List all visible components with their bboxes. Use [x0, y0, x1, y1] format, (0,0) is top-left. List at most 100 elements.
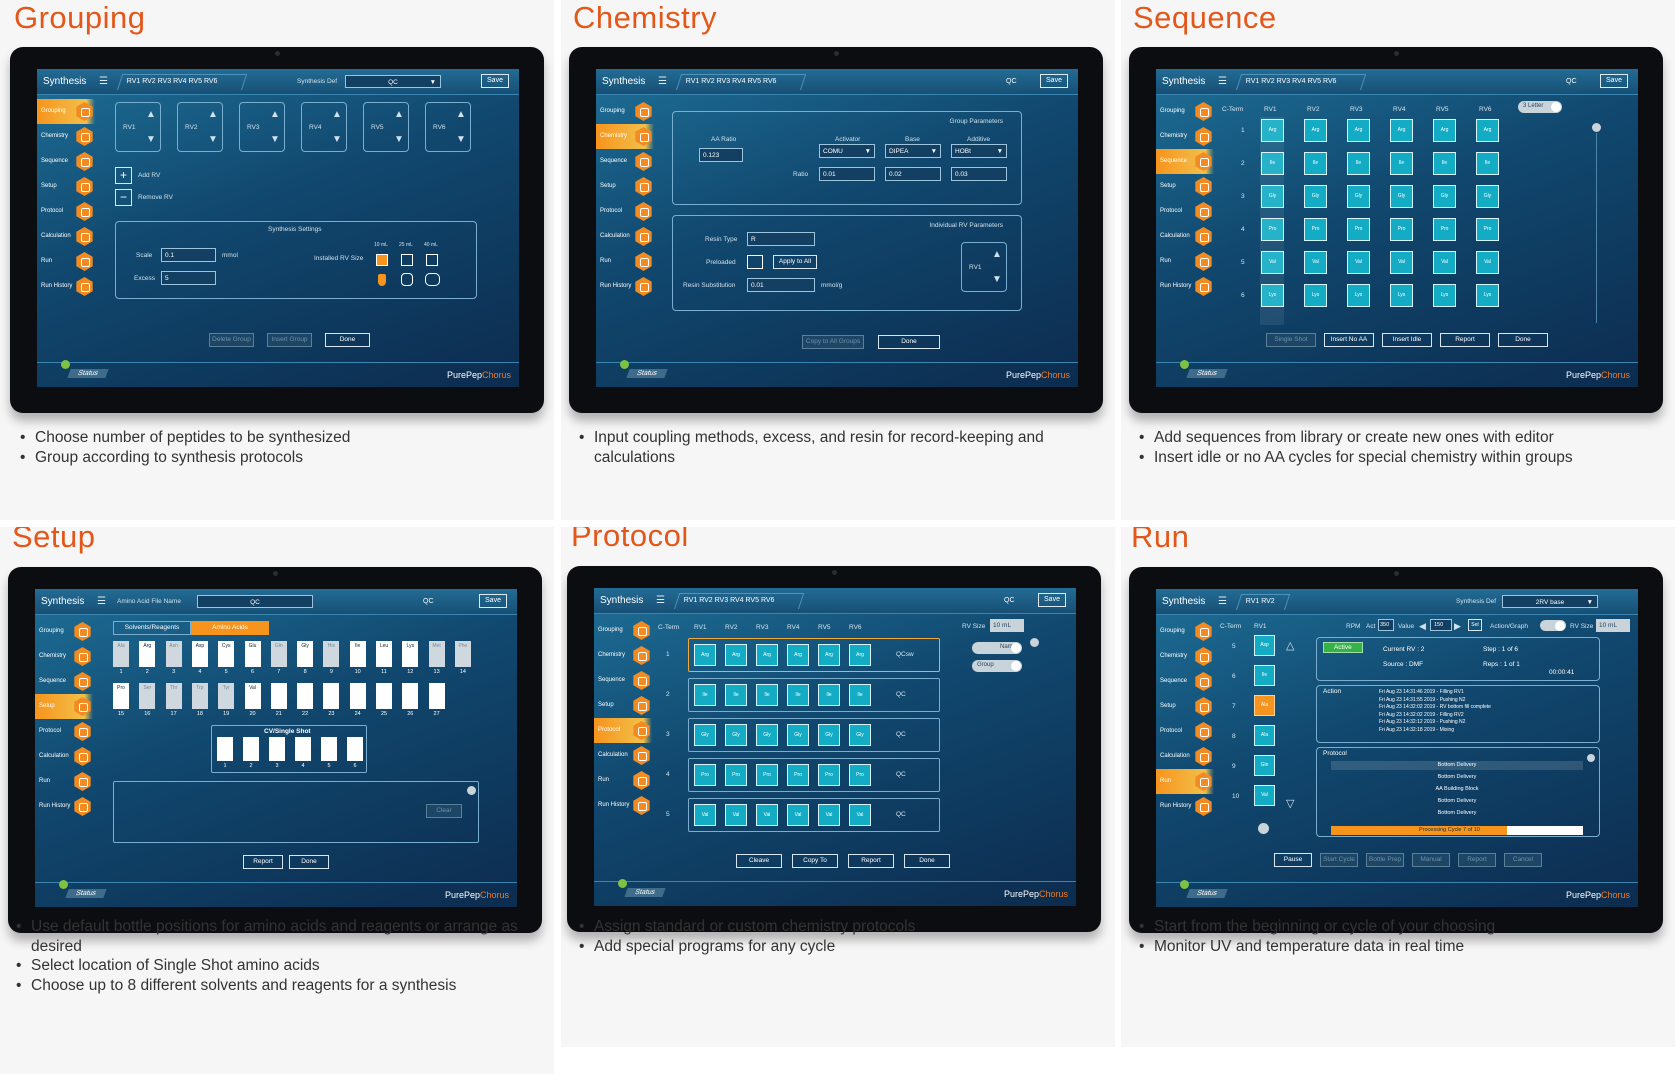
- amino-acid-bottle[interactable]: Ile: [349, 641, 366, 667]
- rv-card[interactable]: RV1 ▲ ▼: [961, 242, 1007, 292]
- cv-bottle[interactable]: [347, 737, 363, 761]
- three-letter-toggle[interactable]: 3 Letter: [1518, 101, 1562, 113]
- amino-acid-cell[interactable]: Lys: [1347, 284, 1370, 307]
- amino-acid-cell[interactable]: Val: [725, 804, 747, 826]
- amino-acid-bottle[interactable]: Lys: [402, 641, 419, 667]
- rv-card[interactable]: RV2 ▲ ▼: [177, 102, 223, 152]
- amino-acid-bottle[interactable]: Asp: [191, 641, 208, 667]
- amino-acid-cell[interactable]: Pro: [1261, 218, 1284, 241]
- nav-run-history[interactable]: Run History: [594, 793, 652, 818]
- rv-tabs[interactable]: RV1 RV2: [1236, 594, 1291, 610]
- protocol-row[interactable]: [688, 718, 940, 752]
- amino-acid-cell[interactable]: Arg: [787, 644, 809, 666]
- cleave-button[interactable]: Cleave: [736, 854, 782, 868]
- nav-run[interactable]: Run: [594, 768, 652, 793]
- additive-select[interactable]: HOBt ▼: [951, 144, 1007, 158]
- status-tab[interactable]: Status: [65, 889, 107, 898]
- amino-acid-cell[interactable]: Pro: [1476, 218, 1499, 241]
- amino-acid-bottle[interactable]: [323, 683, 340, 709]
- single-shot-button[interactable]: Single Shot: [1266, 333, 1316, 347]
- nav-chemistry[interactable]: Chemistry: [594, 643, 652, 668]
- cv-bottle[interactable]: [269, 737, 285, 761]
- amino-acid-cell[interactable]: Gly: [1390, 185, 1413, 208]
- amino-acid-cell[interactable]: Arg: [694, 644, 716, 666]
- scroll-handle[interactable]: [1587, 754, 1595, 762]
- nav-sequence[interactable]: Sequence: [1156, 669, 1214, 694]
- save-button[interactable]: Save: [1038, 593, 1066, 607]
- base-select[interactable]: DIPEA ▼: [885, 144, 941, 158]
- amino-acid-cell[interactable]: Pro: [756, 764, 778, 786]
- size-40-checkbox[interactable]: [426, 254, 438, 266]
- amino-acid-cell[interactable]: Ala: [1254, 695, 1275, 716]
- amino-acid-cell[interactable]: Val: [1390, 251, 1413, 274]
- amino-acid-cell[interactable]: Gly: [756, 724, 778, 746]
- arrow-down-icon[interactable]: ▼: [394, 134, 404, 145]
- amino-acid-cell[interactable]: Gly: [787, 724, 809, 746]
- nav-setup[interactable]: Setup: [37, 174, 95, 199]
- ratio-input[interactable]: 0.02: [885, 167, 941, 181]
- amino-acid-bottle[interactable]: Cys: [218, 641, 235, 667]
- amino-acid-cell[interactable]: Val: [694, 804, 716, 826]
- amino-acid-cell[interactable]: Pro: [694, 764, 716, 786]
- size-10-checkbox[interactable]: [376, 254, 388, 266]
- protocol-row[interactable]: [688, 678, 940, 712]
- nav-grouping[interactable]: Grouping: [35, 619, 93, 644]
- amino-acid-cell[interactable]: Val: [1304, 251, 1327, 274]
- report-button[interactable]: Report: [1440, 333, 1490, 347]
- amino-acid-cell[interactable]: Ile: [818, 684, 840, 706]
- amino-acid-cell[interactable]: Lys: [1476, 284, 1499, 307]
- bottle-prep-button[interactable]: Bottle Prep: [1366, 853, 1404, 867]
- menu-icon[interactable]: ☰: [1218, 596, 1227, 607]
- amino-acid-cell[interactable]: Arg: [725, 644, 747, 666]
- status-tab[interactable]: Status: [67, 369, 109, 378]
- rpm-value-input[interactable]: 150: [1430, 619, 1452, 631]
- amino-acid-cell[interactable]: Val: [1261, 251, 1284, 274]
- menu-icon[interactable]: ☰: [1218, 76, 1227, 87]
- report-button[interactable]: Report: [243, 855, 283, 869]
- nav-chemistry[interactable]: Chemistry: [1156, 124, 1214, 149]
- amino-acid-cell[interactable]: Ile: [725, 684, 747, 706]
- done-button[interactable]: Done: [904, 854, 950, 868]
- copy-to-button[interactable]: Copy To: [792, 854, 838, 868]
- nav-run[interactable]: Run: [596, 249, 654, 274]
- menu-icon[interactable]: ☰: [99, 76, 108, 87]
- amino-acid-cell[interactable]: Ala: [1254, 725, 1275, 746]
- menu-icon[interactable]: ☰: [97, 596, 106, 607]
- amino-acid-cell[interactable]: Ile: [694, 684, 716, 706]
- cv-bottle[interactable]: [321, 737, 337, 761]
- apply-to-all-button[interactable]: Apply to All: [773, 255, 817, 269]
- nav-protocol[interactable]: Protocol: [596, 199, 654, 224]
- amino-acid-cell[interactable]: Ile: [787, 684, 809, 706]
- nav-setup[interactable]: Setup: [1156, 174, 1214, 199]
- insert-idle-button[interactable]: Insert Idle: [1382, 333, 1432, 347]
- amino-acid-cell[interactable]: Ile: [1254, 665, 1275, 686]
- menu-circle-icon[interactable]: [1258, 823, 1269, 834]
- amino-acid-bottle[interactable]: Tyr: [218, 683, 235, 709]
- remove-rv-icon[interactable]: −: [115, 189, 132, 206]
- amino-acid-cell[interactable]: Gly: [849, 724, 871, 746]
- size-25-checkbox[interactable]: [401, 254, 413, 266]
- nav-protocol[interactable]: Protocol: [1156, 719, 1214, 744]
- arrow-up-icon[interactable]: ▲: [456, 109, 466, 120]
- nav-setup[interactable]: Setup: [596, 174, 654, 199]
- amino-acid-bottle[interactable]: Arg: [139, 641, 156, 667]
- nav-chemistry[interactable]: Chemistry: [1156, 644, 1214, 669]
- arrow-down-icon[interactable]: ▼: [146, 134, 156, 145]
- amino-acid-bottle[interactable]: Ser: [139, 683, 156, 709]
- resin-sub-input[interactable]: 0.01: [747, 278, 815, 292]
- set-button[interactable]: Set: [1468, 619, 1482, 631]
- amino-acid-bottle[interactable]: [297, 683, 314, 709]
- tab-amino-acids[interactable]: Amino Acids: [191, 621, 269, 635]
- rv-card[interactable]: RV1 ▲ ▼: [115, 102, 161, 152]
- rv-card[interactable]: RV4 ▲ ▼: [301, 102, 347, 152]
- amino-acid-bottle[interactable]: His: [323, 641, 340, 667]
- rv-tabs[interactable]: RV1 RV2 RV3 RV4 RV5 RV6: [674, 593, 804, 609]
- arrow-right-icon[interactable]: ▶: [1454, 621, 1461, 631]
- nav-calculation[interactable]: Calculation: [1156, 224, 1214, 249]
- protocol-row[interactable]: [688, 798, 940, 832]
- amino-acid-cell[interactable]: Lys: [1433, 284, 1456, 307]
- arrow-up-icon[interactable]: ▲: [992, 249, 1002, 260]
- nav-protocol[interactable]: Protocol: [1156, 199, 1214, 224]
- arrow-up-icon[interactable]: ▲: [270, 109, 280, 120]
- nav-run-history[interactable]: Run History: [596, 274, 654, 299]
